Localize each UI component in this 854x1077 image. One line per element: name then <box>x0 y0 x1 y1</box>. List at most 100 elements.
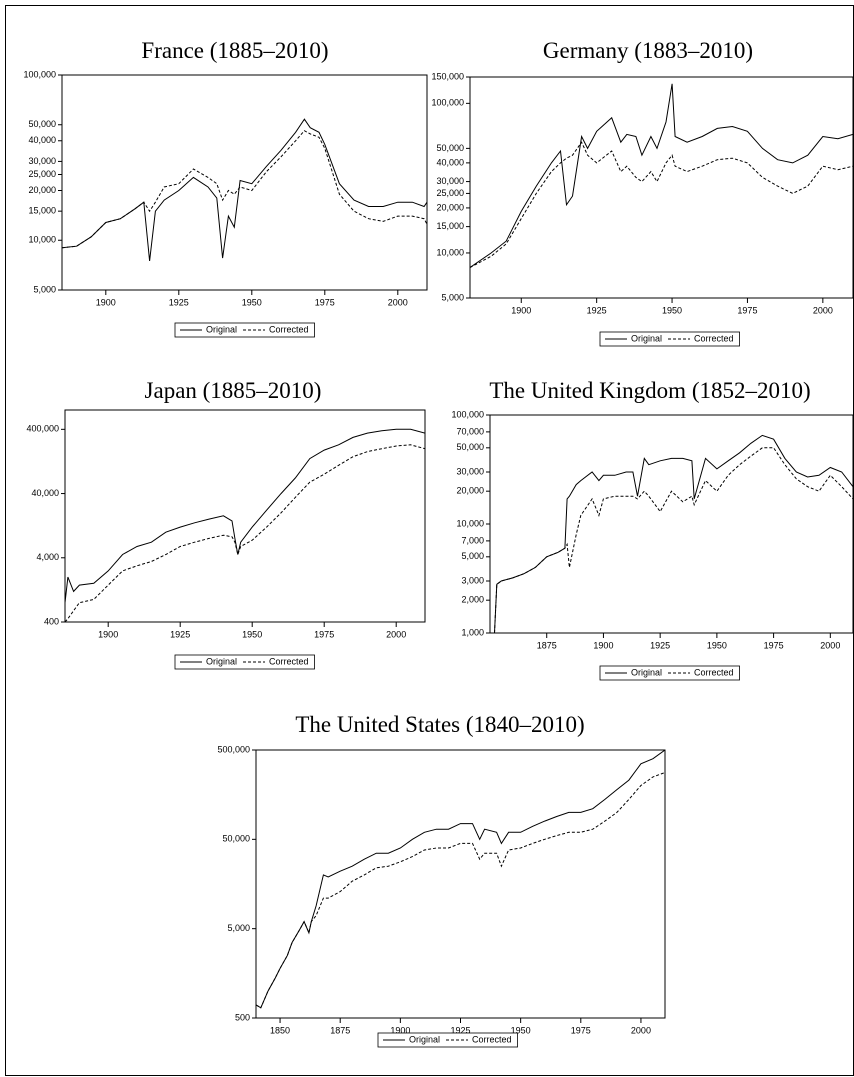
x-tick-label: 1900 <box>593 640 613 650</box>
x-tick-label: 2000 <box>813 305 833 315</box>
legend-label: Corrected <box>269 324 309 334</box>
y-tick-label: 5,000 <box>461 551 484 561</box>
chart-title: The United Kingdom (1852–2010) <box>489 378 810 403</box>
y-tick-label: 400 <box>44 616 59 626</box>
legend: Original Corrected <box>599 665 740 681</box>
legend-label: Corrected <box>472 1034 512 1044</box>
legend-label: Original <box>206 656 237 666</box>
y-tick-label: 5,000 <box>441 292 464 302</box>
chart: Germany (1883–2010) 5,000 10,000 15,000 20,0… <box>431 38 854 347</box>
series-line <box>256 750 665 1009</box>
y-tick-label: 20,000 <box>456 486 484 496</box>
y-tick-label: 10,000 <box>436 247 464 257</box>
series-line <box>470 83 853 268</box>
x-tick-label: 1900 <box>390 1025 410 1035</box>
plot-frame <box>489 414 854 634</box>
figure-border <box>5 5 854 1076</box>
chart-title: The United States (1840–2010) <box>295 712 584 737</box>
y-tick-label: 150,000 <box>431 71 464 81</box>
y-tick-label: 70,000 <box>456 426 484 436</box>
x-tick-label: 1975 <box>737 305 757 315</box>
x-tick-label: 2000 <box>386 629 406 639</box>
y-tick-label: 100,000 <box>451 409 484 419</box>
legend: Original Corrected <box>174 322 315 338</box>
y-tick-label: 400,000 <box>26 424 59 434</box>
y-tick-label: 15,000 <box>28 206 56 216</box>
y-tick-label: 7,000 <box>461 535 484 545</box>
y-tick-label: 100,000 <box>431 98 464 108</box>
series-line <box>494 434 853 633</box>
y-tick-label: 500 <box>235 1012 250 1022</box>
series-line <box>62 118 427 261</box>
y-tick-label: 4,000 <box>36 552 59 562</box>
plot-frame <box>255 749 666 1019</box>
legend: Original Corrected <box>174 654 315 670</box>
y-tick-label: 30,000 <box>28 156 56 166</box>
y-tick-label: 5,000 <box>33 284 56 294</box>
x-tick-label: 2000 <box>820 640 840 650</box>
y-tick-label: 40,000 <box>31 488 59 498</box>
x-tick-label: 1950 <box>707 640 727 650</box>
x-tick-label: 1850 <box>270 1025 290 1035</box>
y-tick-label: 3,000 <box>461 575 484 585</box>
series-line <box>494 447 853 633</box>
chart-title: Germany (1883–2010) <box>543 38 753 63</box>
x-tick-label: 1900 <box>98 629 118 639</box>
y-tick-label: 20,000 <box>436 202 464 212</box>
y-tick-label: 2,000 <box>461 595 484 605</box>
x-tick-label: 1925 <box>450 1025 470 1035</box>
legend-label: Original <box>409 1034 440 1044</box>
x-tick-label: 2000 <box>631 1025 651 1035</box>
x-tick-label: 1950 <box>662 305 682 315</box>
y-tick-label: 40,000 <box>436 157 464 167</box>
chart-title: France (1885–2010) <box>141 38 328 63</box>
series-line <box>256 772 665 1009</box>
chart: France (1885–2010) 5,000 10,000 15,000 20,00… <box>23 38 428 338</box>
y-tick-label: 25,000 <box>436 188 464 198</box>
x-tick-label: 1875 <box>330 1025 350 1035</box>
series-line <box>65 428 425 603</box>
y-tick-label: 500,000 <box>217 744 250 754</box>
legend: Original Corrected <box>377 1032 518 1048</box>
x-tick-label: 2000 <box>388 297 408 307</box>
y-tick-label: 15,000 <box>436 221 464 231</box>
x-tick-label: 1950 <box>242 629 262 639</box>
chart-title: Japan (1885–2010) <box>145 378 322 403</box>
legend-label: Original <box>631 333 662 343</box>
legend: Original Corrected <box>599 331 740 347</box>
y-tick-label: 50,000 <box>436 143 464 153</box>
x-tick-label: 1900 <box>96 297 116 307</box>
x-tick-label: 1900 <box>511 305 531 315</box>
y-tick-label: 30,000 <box>456 466 484 476</box>
y-tick-label: 30,000 <box>436 176 464 186</box>
legend-label: Corrected <box>269 656 309 666</box>
x-tick-label: 1925 <box>587 305 607 315</box>
chart: Japan (1885–2010) 400 4,000 40,000 400,000 19… <box>26 378 426 670</box>
x-tick-label: 1975 <box>764 640 784 650</box>
series-line <box>62 130 427 249</box>
series-line <box>65 444 425 622</box>
y-tick-label: 20,000 <box>28 185 56 195</box>
y-tick-label: 10,000 <box>456 518 484 528</box>
x-tick-label: 1975 <box>571 1025 591 1035</box>
x-tick-label: 1975 <box>314 629 334 639</box>
y-tick-label: 100,000 <box>23 69 56 79</box>
x-tick-label: 1925 <box>169 297 189 307</box>
legend-label: Original <box>206 324 237 334</box>
x-tick-label: 1975 <box>315 297 335 307</box>
plot-frame <box>64 409 426 623</box>
y-tick-label: 25,000 <box>28 169 56 179</box>
legend-label: Corrected <box>694 333 734 343</box>
plot-frame <box>61 74 428 291</box>
y-tick-label: 50,000 <box>222 834 250 844</box>
legend-label: Original <box>631 667 662 677</box>
chart: The United States (1840–2010) 500 5,000 50,… <box>217 712 666 1048</box>
series-line <box>470 141 853 268</box>
x-tick-label: 1875 <box>537 640 557 650</box>
chart: The United Kingdom (1852–2010) 1,000 2,000… <box>451 378 854 681</box>
y-tick-label: 1,000 <box>461 627 484 637</box>
y-tick-label: 50,000 <box>28 119 56 129</box>
x-tick-label: 1950 <box>511 1025 531 1035</box>
